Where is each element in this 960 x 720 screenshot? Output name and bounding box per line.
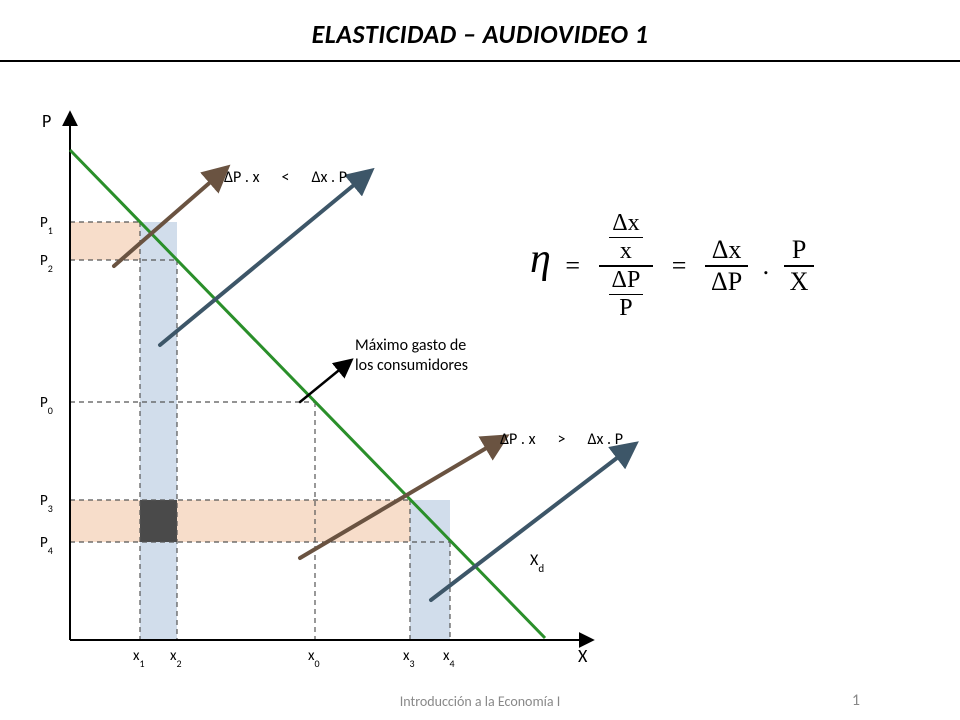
equals-1: = [565, 251, 580, 280]
svg-text:x1: x1 [133, 647, 145, 670]
dot-operator: . [763, 251, 770, 280]
svg-text:Máximo gasto de: Máximo gasto de [355, 336, 466, 355]
svg-text:x2: x2 [170, 647, 182, 670]
svg-text:x4: x4 [443, 647, 455, 670]
equals-2: = [672, 251, 687, 280]
compound-fraction: Δxx ΔPP [599, 210, 654, 322]
svg-text:X: X [578, 645, 588, 667]
guide-lines [70, 222, 450, 640]
elasticity-formula: η = Δxx ΔPP = Δx ΔP . P X [530, 210, 818, 322]
svg-text:Xd: Xd [530, 551, 544, 575]
fraction-p-x: P X [784, 235, 815, 297]
footer-page-number: 1 [852, 691, 860, 710]
svg-text:P4: P4 [40, 534, 53, 557]
footer-course: Introducción a la Economía I [0, 693, 960, 710]
shaded-regions [70, 222, 450, 640]
svg-text:x0: x0 [308, 647, 320, 670]
eta-symbol: η [530, 236, 551, 282]
svg-text:los consumidores: los consumidores [355, 356, 468, 375]
elasticity-chart: X P Xd P1 P2 P0 P3 P4 x1 x2 x0 x3 x4 ΔP . x<Δx . P… [0, 0, 960, 720]
svg-text:ΔP . x>Δx . P: ΔP . x>Δx . P [500, 430, 623, 449]
svg-text:P3: P3 [40, 492, 53, 515]
tick-labels: P1 P2 P0 P3 P4 x1 x2 x0 x3 x4 [40, 214, 455, 670]
svg-text:P0: P0 [40, 394, 53, 417]
svg-text:P1: P1 [40, 214, 53, 237]
svg-text:x3: x3 [403, 647, 415, 670]
fraction-dx-dp: Δx ΔP [705, 235, 748, 297]
svg-text:ΔP . x<Δx . P: ΔP . x<Δx . P [224, 168, 347, 187]
svg-text:P: P [42, 110, 51, 132]
svg-text:P2: P2 [40, 252, 53, 275]
